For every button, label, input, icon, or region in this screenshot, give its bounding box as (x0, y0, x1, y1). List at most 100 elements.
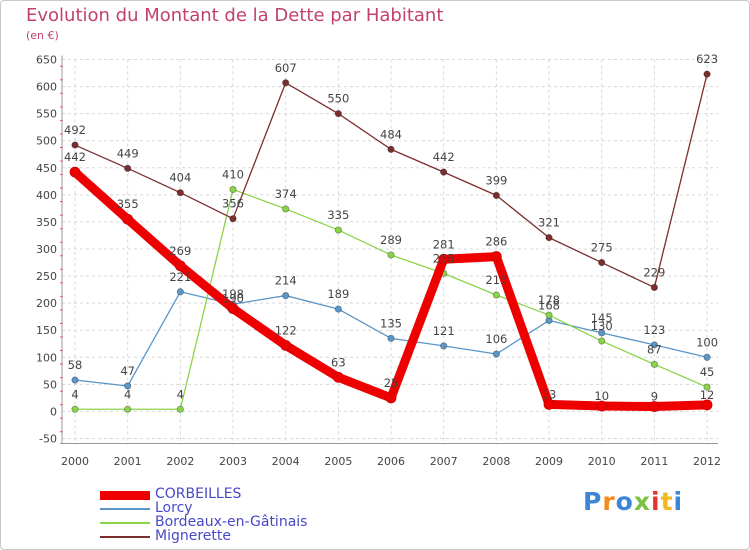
data-point (598, 258, 606, 267)
data-label: 135 (380, 316, 402, 330)
data-label: 275 (591, 241, 613, 255)
data-point (174, 260, 186, 272)
data-point (124, 382, 132, 390)
x-tick-label: 2002 (166, 455, 194, 468)
data-label: 4 (124, 387, 131, 401)
data-point (440, 168, 448, 176)
logo-letter: o (615, 487, 634, 516)
y-tick-label: 450 (36, 162, 57, 175)
x-tick-label: 2010 (588, 455, 616, 468)
data-point (543, 398, 555, 410)
legend-swatch (100, 522, 150, 524)
data-label: 58 (68, 358, 83, 372)
y-tick-label: -50 (39, 433, 57, 446)
data-label: 321 (538, 216, 560, 230)
data-label: 190 (222, 292, 244, 306)
data-point (387, 145, 395, 153)
data-point (124, 405, 132, 413)
legend-swatch (100, 536, 150, 538)
data-point (282, 205, 290, 213)
data-label: 25 (384, 376, 399, 390)
data-point (69, 166, 81, 178)
data-point (71, 376, 79, 384)
x-tick-label: 2008 (482, 455, 510, 468)
data-label: 106 (485, 332, 507, 346)
series (69, 70, 713, 413)
chart-title: Evolution du Montant de la Dette par Hab… (26, 5, 444, 26)
data-point (122, 213, 134, 225)
data-label: 123 (643, 323, 665, 337)
data-point (176, 189, 184, 197)
grid (62, 59, 718, 445)
data-label: 623 (696, 52, 718, 66)
data-label: 100 (696, 335, 718, 349)
data-label: 47 (120, 364, 135, 378)
legend-item: Mignerette (100, 528, 360, 544)
data-point (703, 383, 711, 391)
axes: -50 0 50 100 150 200 250 300 350 400 450 500 550 600 6… (36, 54, 721, 469)
data-point (598, 329, 606, 337)
data-point (703, 353, 711, 361)
data-point (334, 226, 342, 234)
x-tick-label: 2007 (430, 455, 458, 468)
data-point (387, 251, 395, 259)
data-label: 410 (222, 167, 244, 181)
data-label: 281 (433, 237, 455, 251)
legend-label: Lorcy (155, 500, 193, 516)
data-point (282, 79, 290, 87)
x-tick-label: 2001 (114, 455, 142, 468)
logo-letter: i (651, 487, 661, 516)
data-point (229, 215, 237, 223)
data-point (387, 334, 395, 342)
y-tick-label: 50 (43, 378, 57, 391)
data-label: 404 (169, 171, 191, 185)
y-tick-label: 100 (36, 351, 57, 364)
data-label: 229 (643, 265, 665, 279)
x-tick-label: 2005 (324, 455, 352, 468)
data-label: 442 (433, 150, 455, 164)
data-point (282, 291, 290, 300)
data-label: 442 (64, 150, 86, 164)
data-label: 607 (275, 61, 297, 75)
data-label: 492 (64, 123, 86, 137)
data-label: 4 (71, 387, 78, 401)
proxiti-logo: Proxiti (583, 487, 683, 516)
y-tick-label: 150 (36, 324, 57, 337)
data-point (650, 360, 658, 368)
data-point (71, 141, 79, 149)
data-label: 4 (177, 387, 184, 401)
data-point (701, 399, 713, 411)
data-label: 221 (169, 270, 191, 284)
y-tick-label: 400 (36, 189, 57, 202)
data-label: 9 (651, 390, 658, 404)
logo-letter: P (583, 487, 603, 516)
legend-item: Lorcy (100, 500, 360, 516)
data-label: 87 (647, 342, 662, 356)
legend-label: Mignerette (155, 528, 231, 544)
data-point (545, 311, 553, 319)
y-tick-label: 300 (36, 243, 57, 256)
data-label: 130 (591, 319, 613, 333)
data-point (492, 191, 500, 199)
data-point (227, 303, 239, 314)
x-tick-label: 2009 (535, 455, 563, 468)
data-label: 45 (700, 365, 715, 379)
data-label: 198 (222, 287, 244, 301)
data-point (176, 405, 184, 413)
x-tick-label: 2011 (640, 455, 668, 468)
legend-item: Bordeaux-en-Gâtinais (100, 514, 360, 530)
data-point (598, 337, 606, 345)
data-point (492, 350, 500, 358)
data-label: 121 (433, 324, 455, 338)
data-label: 178 (538, 293, 560, 307)
data-label: 399 (485, 173, 507, 187)
data-point (545, 234, 553, 242)
data-point (703, 70, 711, 78)
y-tick-label: 500 (36, 135, 57, 148)
data-point (176, 288, 184, 296)
data-label: 63 (331, 355, 346, 369)
data-label: 335 (327, 208, 349, 222)
data-label: 484 (380, 127, 402, 141)
x-tick-label: 2004 (272, 455, 300, 468)
